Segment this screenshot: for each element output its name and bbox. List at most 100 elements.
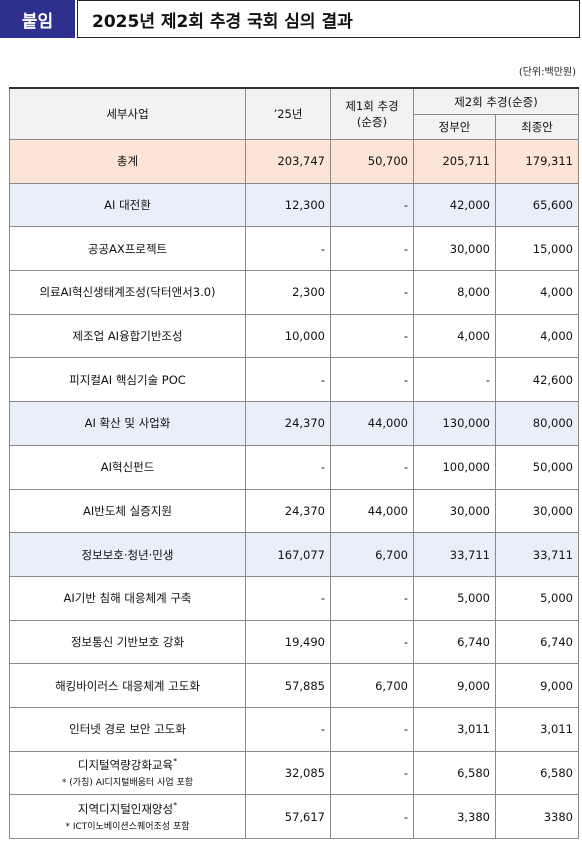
value-cell: 6,700 xyxy=(330,663,414,708)
value-cell: 57,617 xyxy=(245,794,331,839)
row: 총계 203,747 50,700 205,711 179,311 xyxy=(9,139,579,184)
header-cell: 제2회 추경(순증) xyxy=(413,87,579,115)
value-cell: - xyxy=(330,619,414,665)
item-name: 공공AX프로젝트 xyxy=(87,241,168,256)
row: AI 대전환 12,300-42,000 65,600 xyxy=(9,182,579,228)
header-cell: ’25년 xyxy=(245,87,331,140)
item-name: 총계 xyxy=(116,154,139,169)
name-cell: 해킹바이러스 대응체계 고도화 xyxy=(9,663,246,708)
header-row: 세부사업 ’25년 제1회 추경 (순증) 제2회 추경(순증) xyxy=(9,87,579,140)
row: 해킹바이러스 대응체계 고도화 57,885 6,700 9,000 9,000 xyxy=(9,663,579,708)
value-cell: 4,000 xyxy=(495,270,579,315)
item-name: 제조업 AI융합기반조성 xyxy=(72,329,183,344)
value-cell: - xyxy=(330,226,414,272)
value-cell: 19,490 xyxy=(245,619,331,665)
title: 2025년 제2회 추경 국회 심의 결과 xyxy=(77,0,580,38)
value-cell: 205,711 xyxy=(413,139,496,184)
value-cell: 4,000 xyxy=(495,313,579,359)
row: 정보보호·청년·민생 167,077 6,700 33,711 33,711 xyxy=(9,532,579,577)
name-cell: 인터넷 경로 보안 고도화 xyxy=(9,706,246,752)
value-cell: - xyxy=(330,313,414,359)
name-cell: AI기반 침해 대응체계 구축 xyxy=(9,575,246,621)
item-name: 정보통신 기반보호 강화 xyxy=(70,634,185,649)
row: 피지컬AI 핵심기술 POC - - -42,600 xyxy=(9,357,579,403)
footnote-mark: * xyxy=(173,801,178,811)
header-line: (순증) xyxy=(356,115,388,129)
footnote: * ICT이노베이션스퀘어조성 포함 xyxy=(65,822,190,833)
value-cell: - xyxy=(330,270,414,315)
row: AI 확산 및 사업화 24,370 44,000 130,000 80,000 xyxy=(9,401,579,446)
item-name: AI 확산 및 사업화 xyxy=(84,416,171,431)
item-name: 피지컬AI 핵심기술 POC xyxy=(69,372,186,387)
row: 지역디지털인재양성* * ICT이노베이션스퀘어조성 포함 57,617-3,380… xyxy=(9,794,579,839)
item-name: AI기반 침해 대응체계 구축 xyxy=(63,591,192,606)
value-cell: 30,000 xyxy=(495,488,579,534)
value-cell: 179,311 xyxy=(495,139,579,184)
value-cell: 15,000 xyxy=(495,226,579,272)
item-name: 인터넷 경로 보안 고도화 xyxy=(69,722,186,737)
value-cell: 3,011 xyxy=(495,706,579,752)
item-name: AI반도체 실증지원 xyxy=(83,503,172,518)
budget-table: 세부사업 ’25년 제1회 추경 (순증) 제2회 추경(순증) 정부안 최종안 … xyxy=(9,87,579,839)
item-name: AI 대전환 xyxy=(104,198,151,213)
name-cell: AI 대전환 xyxy=(9,182,246,228)
footnote-mark: * xyxy=(173,757,178,767)
header-cell: 정부안 xyxy=(413,114,496,140)
value-cell: - xyxy=(330,182,414,228)
row: AI혁신펀드 - -100,000 50,000 xyxy=(9,444,579,490)
name-cell: 공공AX프로젝트 xyxy=(9,226,246,272)
value-cell: 3,380 xyxy=(413,794,496,839)
value-cell: - xyxy=(245,575,331,621)
value-cell: 100,000 xyxy=(413,444,496,490)
value-cell: 130,000 xyxy=(413,401,496,446)
value-cell: 50,000 xyxy=(495,444,579,490)
value-cell: 44,000 xyxy=(330,401,414,446)
value-cell: 6,700 xyxy=(330,532,414,577)
value-cell: - xyxy=(330,575,414,621)
item-name: 디지털역량강화교육 xyxy=(77,758,174,773)
value-cell: 6,740 xyxy=(413,619,496,665)
value-cell: 6,580 xyxy=(495,750,579,796)
value-cell: 167,077 xyxy=(245,532,331,577)
value-cell: - xyxy=(330,750,414,796)
value-cell: 30,000 xyxy=(413,226,496,272)
value-cell: 203,747 xyxy=(245,139,331,184)
table-head: 세부사업 ’25년 제1회 추경 (순증) 제2회 추경(순증) 정부안 최종안 xyxy=(9,87,579,140)
value-cell: - xyxy=(330,706,414,752)
value-cell: 8,000 xyxy=(413,270,496,315)
value-cell: 50,700 xyxy=(330,139,414,184)
value-cell: 5,000 xyxy=(413,575,496,621)
value-cell: 42,000 xyxy=(413,182,496,228)
value-cell: 10,000 xyxy=(245,313,331,359)
value-cell: 24,370 xyxy=(245,488,331,534)
value-cell: 9,000 xyxy=(413,663,496,708)
name-cell: 지역디지털인재양성* * ICT이노베이션스퀘어조성 포함 xyxy=(9,794,246,839)
name-cell: AI반도체 실증지원 xyxy=(9,488,246,534)
row: 제조업 AI융합기반조성 10,000-4,000 4,000 xyxy=(9,313,579,359)
value-cell: 3380 xyxy=(495,794,579,839)
row: AI반도체 실증지원 24,370 44,000 30,000 30,000 xyxy=(9,488,579,534)
item-name: 해킹바이러스 대응체계 고도화 xyxy=(55,678,200,693)
name-cell: 정보보호·청년·민생 xyxy=(9,532,246,577)
footnote: * (가칭) AI디지털배움터 사업 포함 xyxy=(61,778,194,789)
value-cell: - xyxy=(245,444,331,490)
value-cell: - xyxy=(245,226,331,272)
value-cell: - xyxy=(413,357,496,403)
name-cell: 총계 xyxy=(9,139,246,184)
value-cell: - xyxy=(330,357,414,403)
item-name: AI혁신펀드 xyxy=(100,460,155,475)
value-cell: 42,600 xyxy=(495,357,579,403)
value-cell: 33,711 xyxy=(495,532,579,577)
unit: (단위:백만원) xyxy=(518,67,576,78)
value-cell: 24,370 xyxy=(245,401,331,446)
value-cell: 80,000 xyxy=(495,401,579,446)
header-cell: 세부사업 xyxy=(9,87,246,140)
value-cell: 3,011 xyxy=(413,706,496,752)
header-line: 제1회 추경 xyxy=(345,99,399,113)
table-body: 총계 203,747 50,700 205,711 179,311 AI 대전환 12,30… xyxy=(9,139,579,839)
row: 공공AX프로젝트 - -30,000 15,000 xyxy=(9,226,579,272)
name-cell: 의료AI혁신생태계조성(닥터앤서3.0) xyxy=(9,270,246,315)
value-cell: 9,000 xyxy=(495,663,579,708)
value-cell: - xyxy=(245,706,331,752)
name-cell: 정보통신 기반보호 강화 xyxy=(9,619,246,665)
